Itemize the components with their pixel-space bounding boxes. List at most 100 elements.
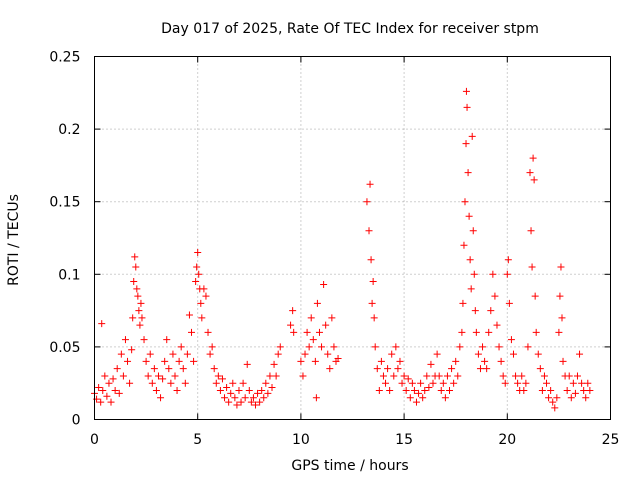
data-point [549,398,557,406]
data-point [514,379,522,387]
data-point [192,278,200,286]
data-point [504,256,512,264]
data-point [462,87,470,95]
data-point [479,343,487,351]
x-tick-labels: 0 5 10 15 20 25 [90,432,619,448]
data-point [113,365,121,373]
y-tick-label: 0.2 [58,122,80,138]
data-point [531,292,539,300]
y-tick-label: 0 [72,413,81,429]
data-point [247,398,255,406]
data-point [243,360,251,368]
data-point [452,357,460,365]
x-tick-label: 0 [90,432,99,448]
x-axis-label: GPS time / hours [291,458,408,474]
data-point [503,270,511,278]
chart-title: Day 017 of 2025, Rate Of TEC Index for r… [161,21,539,37]
data-point [400,372,408,380]
data-point [322,321,330,329]
data-point [251,401,259,409]
data-point [287,321,295,329]
x-tick-label: 25 [602,432,620,448]
data-point [520,386,528,394]
data-point [188,328,196,336]
data-point [419,394,427,402]
data-point [368,299,376,307]
data-point [136,321,144,329]
data-point [456,343,464,351]
data-point [129,314,137,322]
data-point [173,386,181,394]
data-point [435,372,443,380]
data-point [146,350,154,358]
data-point [459,299,467,307]
data-point [99,386,107,394]
data-point [195,270,203,278]
data-point [301,350,309,358]
data-point [144,372,152,380]
x-tick-label: 10 [292,432,310,448]
data-point [206,350,214,358]
data-point [379,372,387,380]
data-point [468,132,476,140]
data-point [509,350,517,358]
data-point [229,379,237,387]
data-point [505,299,513,307]
data-point [101,372,109,380]
data-point [312,394,320,402]
data-point [532,328,540,336]
data-point [534,350,542,358]
data-point [132,263,140,271]
y-tick-label: 0.25 [49,50,80,66]
data-point [138,314,146,322]
data-point [512,372,520,380]
data-point [463,103,471,111]
data-point [97,398,105,406]
data-point [126,379,134,387]
data-point [171,372,179,380]
data-point [543,379,551,387]
data-point [161,357,169,365]
data-point [437,386,445,394]
data-point [221,394,229,402]
data-point [382,379,390,387]
data-point [214,372,222,380]
data-point [175,357,183,365]
data-point [467,285,475,293]
data-point [557,263,565,271]
data-point [412,398,420,406]
data-point [135,307,143,315]
x-tick-label: 20 [498,432,516,448]
data-point [406,394,414,402]
data-point [245,386,253,394]
data-point [417,379,425,387]
data-point [297,357,305,365]
data-point [487,307,495,315]
data-point [580,386,588,394]
data-point [363,198,371,206]
data-point [425,384,433,392]
data-point [197,299,205,307]
data-point [404,375,412,383]
data-point [460,241,468,249]
data-point [507,336,515,344]
data-point [551,404,559,412]
data-point [200,285,208,293]
data-point [471,307,479,315]
data-point [142,357,150,365]
data-point [198,314,206,322]
data-point [98,320,106,328]
data-point [210,365,218,373]
data-point [235,386,243,394]
grid-lines [94,56,611,420]
data-point [472,328,480,336]
data-point [448,365,456,373]
data-point [415,389,423,397]
data-point [371,343,379,351]
data-point [443,372,451,380]
data-point [128,346,136,354]
data-point [223,384,231,392]
data-point [441,394,449,402]
data-point [454,372,462,380]
